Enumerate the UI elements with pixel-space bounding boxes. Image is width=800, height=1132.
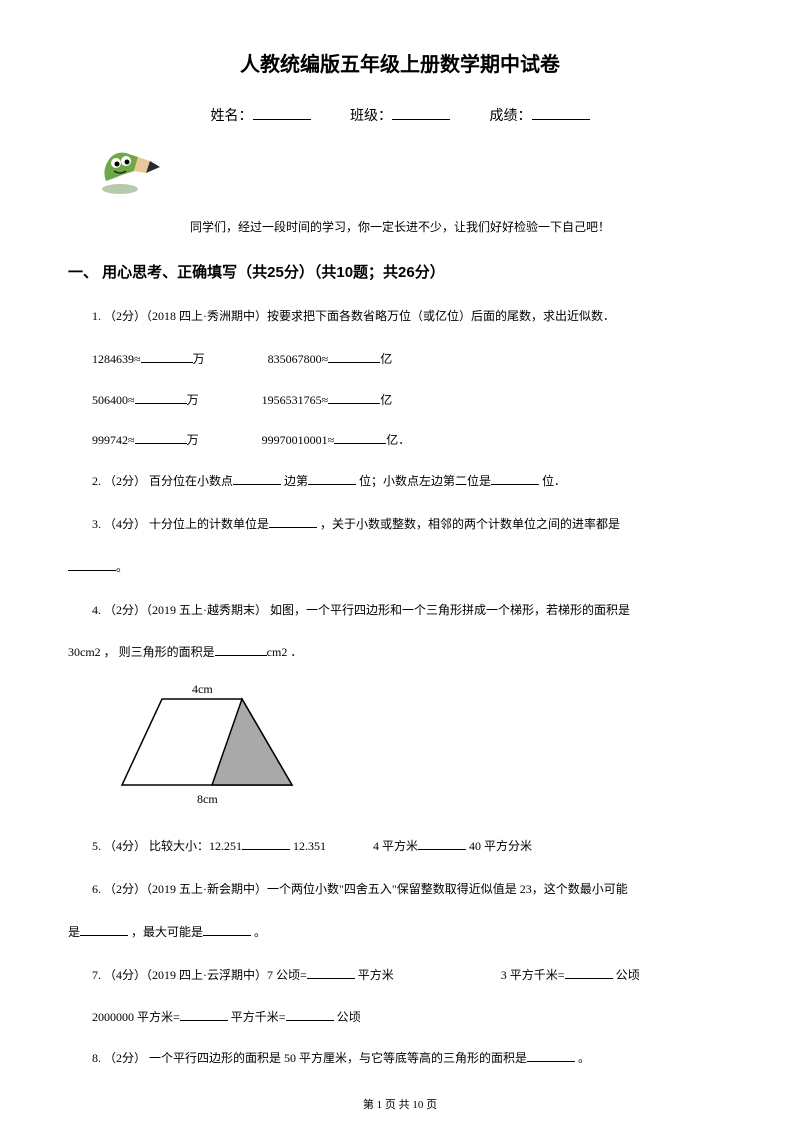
q2-p2: 边第 [284, 474, 308, 488]
q1-r1a-unit: 万 [193, 352, 205, 366]
page-footer: 第 1 页 共 10 页 [0, 1096, 800, 1112]
q5-p1: 5. （4分） 比较大小：12.251 [92, 839, 242, 853]
q8-p1: 8. （2分） 一个平行四边形的面积是 50 平方厘米，与它等底等高的三角形的面… [92, 1051, 527, 1065]
top-label: 4cm [192, 682, 213, 696]
question-1: 1. （2分）（2018 四上·秀洲期中）按要求把下面各数省略万位（或亿位）后面… [68, 302, 732, 331]
question-3: 3. （4分） 十分位上的计数单位是 ，关于小数或整数，相邻的两个计数单位之间的… [68, 510, 732, 539]
q2-p3: 位；小数点左边第二位是 [359, 474, 491, 488]
name-label: 姓名： [211, 109, 253, 124]
question-3-cont: 。 [68, 553, 732, 582]
q3-p3: 。 [116, 560, 128, 574]
q8-p2: 。 [578, 1051, 590, 1065]
class-label: 班级： [350, 109, 392, 124]
score-blank[interactable] [532, 119, 590, 120]
q1-r3b-unit: 亿． [386, 433, 410, 447]
q7-r2a: 2000000 平方米= [92, 1010, 180, 1024]
blank[interactable] [80, 922, 128, 936]
blank[interactable] [334, 430, 386, 444]
q1-r1b: 835067800≈ [268, 352, 329, 366]
q1-r2b-unit: 亿 [380, 393, 392, 407]
blank[interactable] [242, 836, 290, 850]
q5-p2: 12.351 [293, 839, 326, 853]
q5-p3: 4 平方米 [373, 839, 418, 853]
blank[interactable] [418, 836, 466, 850]
question-7: 7. （4分）（2019 四上·云浮期中）7 公顷= 平方米 3 平方千米= 公… [68, 961, 732, 990]
q2-p1: 2. （2分） 百分位在小数点 [92, 474, 233, 488]
blank[interactable] [328, 390, 380, 404]
blank[interactable] [215, 642, 267, 656]
question-6-cont: 是 ，最大可能是 。 [68, 918, 732, 947]
question-8: 8. （2分） 一个平行四边形的面积是 50 平方厘米，与它等底等高的三角形的面… [68, 1044, 732, 1073]
pencil-icon [98, 141, 732, 202]
q3-p2: ，关于小数或整数，相邻的两个计数单位之间的进率都是 [320, 517, 620, 531]
score-label: 成绩： [490, 109, 532, 124]
q1-r3b: 99970010001≈ [262, 433, 335, 447]
q1-r3a: 999742≈ [92, 433, 135, 447]
blank[interactable] [68, 557, 116, 571]
blank[interactable] [308, 471, 356, 485]
q7-p4: 公顷 [616, 968, 640, 982]
q7-r2c: 公顷 [337, 1010, 361, 1024]
blank[interactable] [328, 349, 380, 363]
q6-p3: ，最大可能是 [131, 925, 203, 939]
q7-p2: 平方米 [358, 968, 394, 982]
blank[interactable] [141, 349, 193, 363]
blank[interactable] [286, 1007, 334, 1021]
blank[interactable] [565, 965, 613, 979]
question-4: 4. （2分）（2019 五上·越秀期末） 如图，一个平行四边形和一个三角形拼成… [68, 596, 732, 625]
section-1-header: 一、 用心思考、正确填写（共25分）（共10题；共26分） [68, 261, 732, 282]
trapezoid-figure: 4cm 8cm [112, 681, 732, 814]
q1-row2: 506400≈ 万 1956531765≈ 亿 [68, 386, 732, 415]
q6-p2: 是 [68, 925, 80, 939]
q7-p3: 3 平方千米= [501, 968, 565, 982]
q4-p3: cm2 ． [267, 645, 303, 659]
page-title: 人教统编版五年级上册数学期中试卷 [68, 48, 732, 77]
blank[interactable] [180, 1007, 228, 1021]
blank[interactable] [307, 965, 355, 979]
q1-r1a: 1284639≈ [92, 352, 141, 366]
bottom-label: 8cm [197, 792, 218, 806]
question-4-cont: 30cm2 ， 则三角形的面积是 cm2 ． [68, 638, 732, 667]
q1-row3: 999742≈ 万 99970010001≈ 亿． [68, 426, 732, 455]
question-6: 6. （2分）（2019 五上·新会期中）一个两位小数"四舍五入"保留整数取得近… [68, 875, 732, 904]
blank[interactable] [269, 514, 317, 528]
blank[interactable] [135, 430, 187, 444]
q2-p4: 位． [542, 474, 566, 488]
q6-p4: 。 [254, 925, 266, 939]
blank[interactable] [203, 922, 251, 936]
question-2: 2. （2分） 百分位在小数点 边第 位；小数点左边第二位是 位． [68, 467, 732, 496]
blank[interactable] [527, 1048, 575, 1062]
q1-r3a-unit: 万 [187, 433, 199, 447]
blank[interactable] [135, 390, 187, 404]
name-blank[interactable] [253, 119, 311, 120]
q1-r2a: 506400≈ [92, 393, 135, 407]
question-5: 5. （4分） 比较大小：12.251 12.351 4 平方米 40 平方分米 [68, 832, 732, 861]
q7-r2b: 平方千米= [231, 1010, 286, 1024]
q1-r2a-unit: 万 [187, 393, 199, 407]
q4-p2: 30cm2 ， 则三角形的面积是 [68, 645, 215, 659]
q7-row2: 2000000 平方米= 平方千米= 公顷 [68, 1003, 732, 1032]
student-info-line: 姓名： 班级： 成绩： [68, 105, 732, 125]
q5-p4: 40 平方分米 [469, 839, 532, 853]
class-blank[interactable] [392, 119, 450, 120]
motto-text: 同学们，经过一段时间的学习，你一定长进不少，让我们好好检验一下自己吧！ [68, 218, 732, 235]
q3-p1: 3. （4分） 十分位上的计数单位是 [92, 517, 269, 531]
q1-row1: 1284639≈ 万 835067800≈ 亿 [68, 345, 732, 374]
q1-r1b-unit: 亿 [380, 352, 392, 366]
q1-r2b: 1956531765≈ [262, 393, 329, 407]
blank[interactable] [233, 471, 281, 485]
blank[interactable] [491, 471, 539, 485]
q7-p1: 7. （4分）（2019 四上·云浮期中）7 公顷= [92, 968, 307, 982]
